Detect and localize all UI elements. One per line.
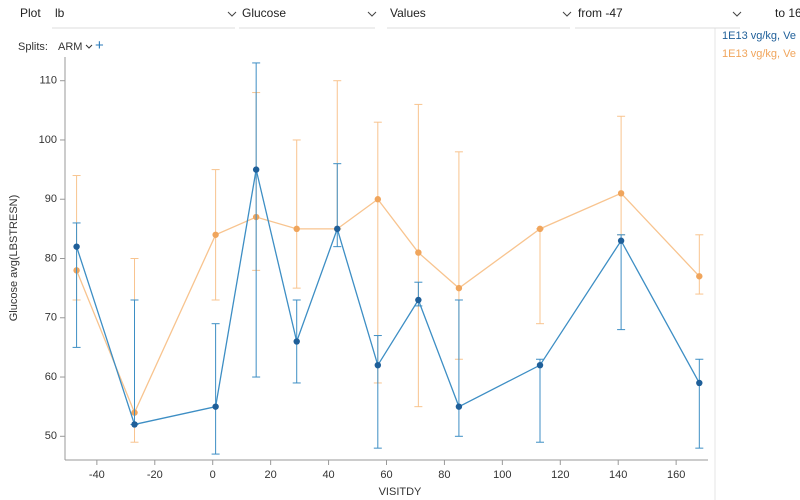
error-bar — [536, 358, 545, 443]
legend-entry[interactable]: 1E13 vg/kg, Ve — [722, 48, 796, 60]
y-tick-label: 90 — [45, 193, 57, 205]
add-split[interactable]: + — [95, 37, 104, 54]
error-bar — [695, 234, 704, 295]
x-tick-label: 0 — [210, 469, 216, 481]
dropdown[interactable]: Values — [390, 6, 426, 20]
dropdown[interactable]: to 169 — [775, 6, 800, 20]
dropdown-chevron — [732, 11, 742, 17]
point — [696, 379, 703, 387]
point — [617, 190, 625, 197]
x-tick-label: 60 — [380, 469, 392, 481]
plot-label: Plot — [20, 6, 41, 20]
error-bar — [617, 234, 626, 331]
dropdown-chevron — [227, 11, 237, 17]
split-chip[interactable]: ARM — [58, 41, 82, 53]
error-bar — [292, 139, 301, 289]
y-tick-label: 50 — [45, 430, 57, 442]
point — [374, 196, 382, 203]
x-tick-label: 20 — [265, 469, 277, 481]
error-bar — [252, 62, 261, 378]
x-tick-label: -40 — [89, 469, 105, 481]
y-tick-label: 60 — [45, 371, 57, 383]
error-bar — [536, 228, 545, 325]
x-tick-label: 100 — [493, 469, 511, 481]
y-tick-label: 110 — [39, 75, 57, 87]
point — [293, 225, 300, 233]
error-bar — [373, 335, 382, 449]
x-axis-label: VISITDY — [379, 486, 422, 498]
x-tick-label: 120 — [551, 469, 569, 481]
point — [212, 403, 219, 410]
point — [455, 403, 463, 410]
error-bar — [333, 163, 342, 248]
point — [617, 237, 625, 244]
legend-entry[interactable]: 1E13 vg/kg, Ve — [722, 30, 796, 42]
point — [212, 231, 219, 238]
x-tick-label: -20 — [147, 469, 163, 481]
series-line — [75, 192, 700, 415]
point — [415, 296, 422, 304]
y-tick-label: 70 — [45, 312, 57, 324]
dropdown[interactable]: Glucose — [242, 6, 286, 20]
point — [696, 273, 703, 280]
dropdown-chevron — [562, 11, 572, 17]
error-bar — [617, 115, 626, 236]
point — [73, 243, 80, 250]
error-bar — [454, 299, 463, 437]
y-tick-label: 100 — [39, 134, 57, 146]
splits-label: Splits: — [18, 41, 48, 53]
error-bar — [211, 323, 220, 455]
error-bar — [695, 358, 704, 449]
dropdown[interactable]: lb — [55, 6, 65, 20]
point — [293, 338, 300, 345]
x-tick-label: 80 — [438, 469, 450, 481]
point — [131, 421, 138, 428]
x-tick-label: 160 — [667, 469, 685, 481]
dropdown[interactable]: from -47 — [578, 6, 623, 20]
point — [334, 225, 341, 233]
point — [536, 361, 544, 369]
point — [536, 225, 544, 233]
error-bar — [72, 222, 81, 348]
y-tick-label: 80 — [45, 252, 57, 264]
point — [455, 284, 463, 292]
point — [252, 166, 260, 173]
y-axis-label: Glucose avg(LBSTRESN) — [8, 195, 20, 322]
x-tick-label: 140 — [609, 469, 627, 481]
dropdown-chevron — [367, 11, 377, 17]
series-line — [75, 169, 700, 426]
split-chevron[interactable] — [85, 44, 93, 49]
point — [374, 361, 382, 369]
point — [415, 249, 422, 256]
x-tick-label: 40 — [322, 469, 334, 481]
